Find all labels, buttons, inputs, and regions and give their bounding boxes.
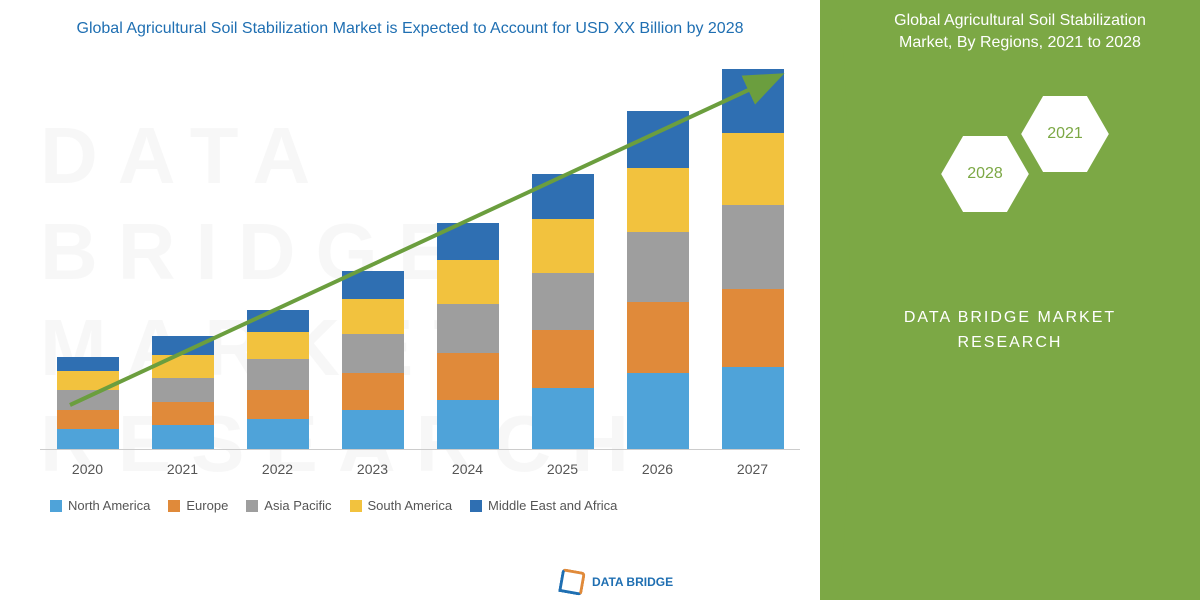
segment-europe <box>247 390 309 419</box>
x-label: 2024 <box>452 461 483 477</box>
segment-europe <box>152 402 214 425</box>
segment-europe <box>722 289 784 367</box>
segment-middle-east-and-africa <box>627 111 689 169</box>
brand-line2: RESEARCH <box>860 330 1160 356</box>
footer-logo-text: DATA BRIDGE <box>592 575 673 589</box>
legend-item-europe: Europe <box>168 498 228 513</box>
legend-label: Asia Pacific <box>264 498 331 513</box>
segment-europe <box>57 410 119 428</box>
segment-north-america <box>342 410 404 449</box>
right-panel: Global Agricultural Soil Stabilization M… <box>820 0 1200 600</box>
x-label: 2022 <box>262 461 293 477</box>
legend-swatch <box>350 500 362 512</box>
bar-stack <box>152 336 214 449</box>
legend-swatch <box>50 500 62 512</box>
legend-label: South America <box>368 498 453 513</box>
legend: North America Europe Asia Pacific South Ame… <box>50 498 800 513</box>
hex-2021: 2021 <box>1020 95 1110 173</box>
chart-panel: DATA BRIDGE MARKET RESEARCH Global Agric… <box>0 0 820 600</box>
bar-stack <box>342 271 404 450</box>
bar-2023: 2023 <box>342 271 404 450</box>
segment-europe <box>532 330 594 388</box>
bar-2026: 2026 <box>627 111 689 450</box>
segment-north-america <box>437 400 499 449</box>
segment-north-america <box>247 419 309 450</box>
brand-line1: DATA BRIDGE MARKET <box>860 305 1160 331</box>
segment-asia-pacific <box>247 359 309 390</box>
x-label: 2023 <box>357 461 388 477</box>
bar-2022: 2022 <box>247 310 309 450</box>
segment-south-america <box>247 332 309 359</box>
segment-south-america <box>532 219 594 272</box>
segment-asia-pacific <box>342 334 404 373</box>
segment-europe <box>437 353 499 400</box>
segment-asia-pacific <box>532 273 594 331</box>
bar-2027: 2027 <box>722 69 784 449</box>
segment-middle-east-and-africa <box>437 223 499 260</box>
segment-asia-pacific <box>57 390 119 411</box>
segment-south-america <box>57 371 119 389</box>
hex-2028: 2028 <box>940 135 1030 213</box>
legend-item-middle-east-and-africa: Middle East and Africa <box>470 498 617 513</box>
bar-stack <box>627 111 689 450</box>
segment-north-america <box>532 388 594 450</box>
hex-container: 2028 2021 <box>820 85 1200 265</box>
segment-north-america <box>57 429 119 450</box>
bar-stack <box>57 357 119 449</box>
segment-north-america <box>627 373 689 449</box>
legend-label: North America <box>68 498 150 513</box>
legend-item-asia-pacific: Asia Pacific <box>246 498 331 513</box>
segment-europe <box>342 373 404 410</box>
segment-asia-pacific <box>722 205 784 289</box>
segment-south-america <box>722 133 784 205</box>
segment-north-america <box>722 367 784 449</box>
bar-2025: 2025 <box>532 174 594 449</box>
bar-stack <box>247 310 309 450</box>
legend-label: Middle East and Africa <box>488 498 617 513</box>
legend-swatch <box>168 500 180 512</box>
bar-2020: 2020 <box>57 357 119 449</box>
legend-item-north-america: North America <box>50 498 150 513</box>
segment-middle-east-and-africa <box>57 357 119 371</box>
chart-area: 2020 2021 2022 2023 2024 2025 2026 2027 <box>40 60 800 480</box>
legend-swatch <box>470 500 482 512</box>
legend-item-south-america: South America <box>350 498 453 513</box>
segment-south-america <box>342 299 404 334</box>
segment-asia-pacific <box>437 304 499 353</box>
segment-south-america <box>437 260 499 303</box>
segment-asia-pacific <box>152 378 214 403</box>
segment-middle-east-and-africa <box>532 174 594 219</box>
footer-logo-mark <box>558 568 586 596</box>
segment-europe <box>627 302 689 374</box>
bar-stack <box>437 223 499 449</box>
bar-stack <box>722 69 784 449</box>
bars-container: 2020 2021 2022 2023 2024 2025 2026 2027 <box>40 70 800 450</box>
footer-logo: DATA BRIDGE <box>560 570 673 594</box>
bar-2021: 2021 <box>152 336 214 449</box>
x-label: 2026 <box>642 461 673 477</box>
x-label: 2020 <box>72 461 103 477</box>
bar-2024: 2024 <box>437 223 499 449</box>
segment-middle-east-and-africa <box>152 336 214 354</box>
bar-stack <box>532 174 594 449</box>
legend-swatch <box>246 500 258 512</box>
x-label: 2021 <box>167 461 198 477</box>
segment-middle-east-and-africa <box>722 69 784 133</box>
chart-title: Global Agricultural Soil Stabilization M… <box>60 18 760 40</box>
x-label: 2027 <box>737 461 768 477</box>
segment-south-america <box>152 355 214 378</box>
segment-north-america <box>152 425 214 450</box>
legend-label: Europe <box>186 498 228 513</box>
segment-middle-east-and-africa <box>342 271 404 300</box>
brand-text: DATA BRIDGE MARKET RESEARCH <box>820 305 1200 356</box>
right-title: Global Agricultural Soil Stabilization M… <box>820 0 1200 55</box>
segment-south-america <box>627 168 689 232</box>
segment-middle-east-and-africa <box>247 310 309 333</box>
x-label: 2025 <box>547 461 578 477</box>
segment-asia-pacific <box>627 232 689 302</box>
